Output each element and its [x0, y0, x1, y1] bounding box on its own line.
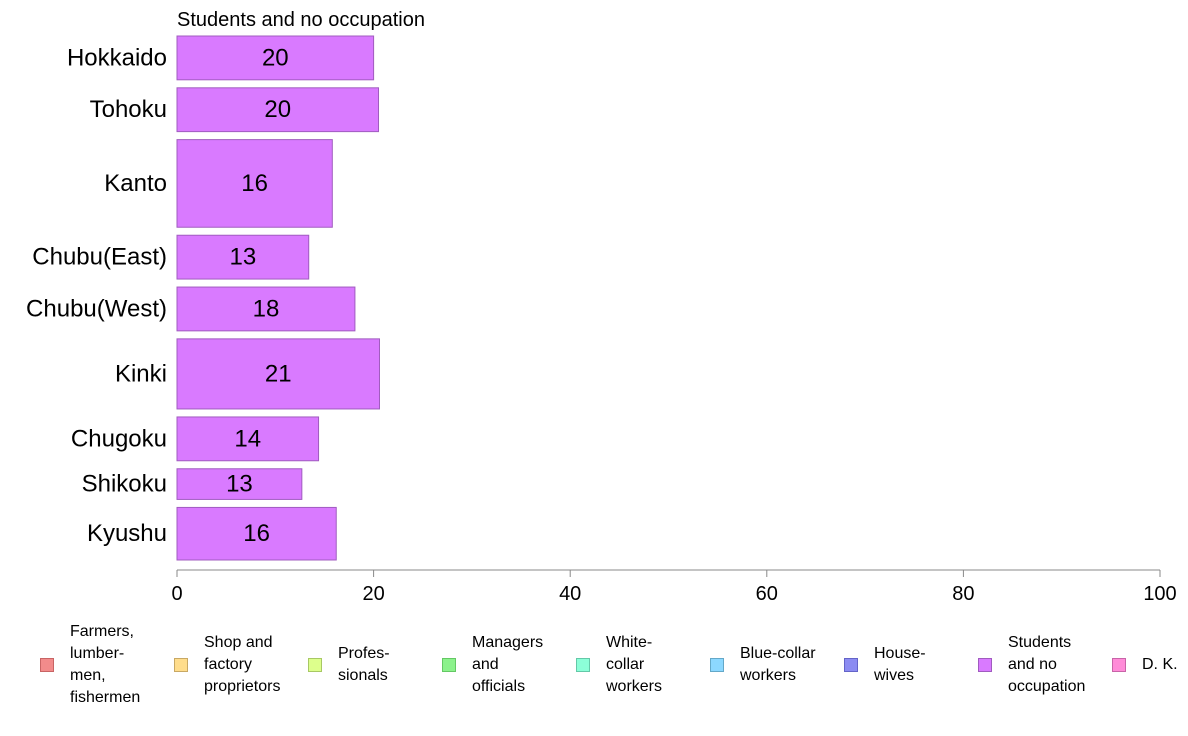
category-label: Tohoku — [90, 96, 167, 123]
legend-item: Farmers, lumber- men, fishermen — [40, 620, 140, 710]
category-label: Shikoku — [82, 471, 167, 498]
bar-kanto — [176, 139, 333, 228]
legend-swatch — [174, 658, 188, 672]
bar-hokkaido — [176, 35, 375, 81]
legend-swatch — [978, 658, 992, 672]
bar-chart: Students and no occupation Hokkaido Tohok… — [26, 9, 1177, 605]
chart-title: Students and no occupation — [177, 9, 425, 31]
legend-label: Blue-collar workers — [740, 645, 816, 684]
legend-swatch — [576, 658, 590, 672]
legend-label: Students and no occupation — [1008, 634, 1086, 695]
x-tick-label: 0 — [171, 583, 182, 605]
bar-tohoku — [176, 87, 380, 133]
value-label: 20 — [262, 44, 289, 71]
value-label: 21 — [265, 360, 292, 387]
category-label: Chubu(West) — [26, 295, 167, 322]
x-axis: 0 20 40 60 80 100 — [171, 569, 1177, 605]
legend-swatch — [308, 658, 322, 672]
category-label: Chugoku — [71, 425, 167, 452]
legend: Farmers, lumber- men, fishermen Shop and … — [0, 620, 1188, 720]
legend-label: Managers and officials — [472, 634, 544, 695]
value-label: 18 — [253, 295, 280, 322]
legend-label: Profes- sionals — [338, 645, 390, 684]
value-labels: 20 20 16 13 18 21 14 13 16 — [226, 44, 292, 547]
category-label: Chubu(East) — [32, 244, 167, 271]
value-label: 16 — [241, 170, 268, 197]
legend-item: D. K. — [1112, 620, 1178, 710]
bars-group — [176, 35, 380, 561]
legend-item: Managers and officials — [442, 620, 543, 710]
value-label: 13 — [230, 244, 257, 271]
legend-item: Blue-collar workers — [710, 620, 816, 710]
value-label: 20 — [264, 96, 291, 123]
x-tick-label: 80 — [952, 583, 974, 605]
bar-shikoku — [176, 468, 303, 500]
category-label: Kanto — [104, 170, 167, 197]
value-label: 16 — [243, 520, 270, 547]
bar-kinki — [176, 338, 380, 410]
x-tick-label: 100 — [1143, 583, 1176, 605]
category-label: Kinki — [115, 360, 167, 387]
legend-label: Farmers, lumber- men, fishermen — [70, 623, 141, 706]
legend-label: D. K. — [1142, 656, 1178, 673]
legend-item: Students and no occupation — [978, 620, 1085, 710]
legend-swatch — [1112, 658, 1126, 672]
x-tick-label: 60 — [756, 583, 778, 605]
legend-swatch — [710, 658, 724, 672]
x-tick-label: 40 — [559, 583, 581, 605]
bar-chugoku — [176, 416, 320, 462]
category-label: Kyushu — [87, 520, 167, 547]
category-label: Hokkaido — [67, 44, 167, 71]
value-label: 14 — [234, 425, 261, 452]
category-labels: Hokkaido Tohoku Kanto Chubu(East) Chubu(West… — [26, 44, 167, 547]
legend-label: Shop and factory proprietors — [204, 634, 281, 695]
legend-item: Profes- sionals — [308, 620, 390, 710]
legend-item: White- collar workers — [576, 620, 662, 710]
legend-label: House- wives — [874, 645, 926, 684]
legend-item: Shop and factory proprietors — [174, 620, 280, 710]
bar-kyushu — [176, 506, 337, 561]
bar-chubu-west- — [176, 286, 356, 332]
x-tick-label: 20 — [362, 583, 384, 605]
value-label: 13 — [226, 471, 253, 498]
legend-label: White- collar workers — [606, 634, 663, 695]
legend-swatch — [442, 658, 456, 672]
legend-swatch — [40, 658, 54, 672]
legend-item: House- wives — [844, 620, 926, 710]
legend-swatch — [844, 658, 858, 672]
bar-chubu-east- — [176, 234, 310, 280]
